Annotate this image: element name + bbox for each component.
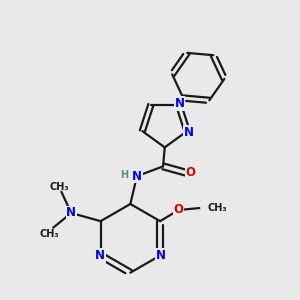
Text: N: N — [183, 126, 194, 139]
Text: N: N — [132, 170, 142, 183]
Text: N: N — [95, 249, 105, 262]
Text: CH₃: CH₃ — [208, 203, 227, 213]
Text: N: N — [156, 249, 166, 262]
Text: H: H — [120, 169, 128, 179]
Text: CH₃: CH₃ — [50, 182, 70, 192]
Text: O: O — [186, 167, 196, 179]
Text: N: N — [175, 97, 185, 110]
Text: O: O — [173, 203, 183, 216]
Text: CH₃: CH₃ — [39, 229, 59, 238]
Text: N: N — [66, 206, 76, 220]
